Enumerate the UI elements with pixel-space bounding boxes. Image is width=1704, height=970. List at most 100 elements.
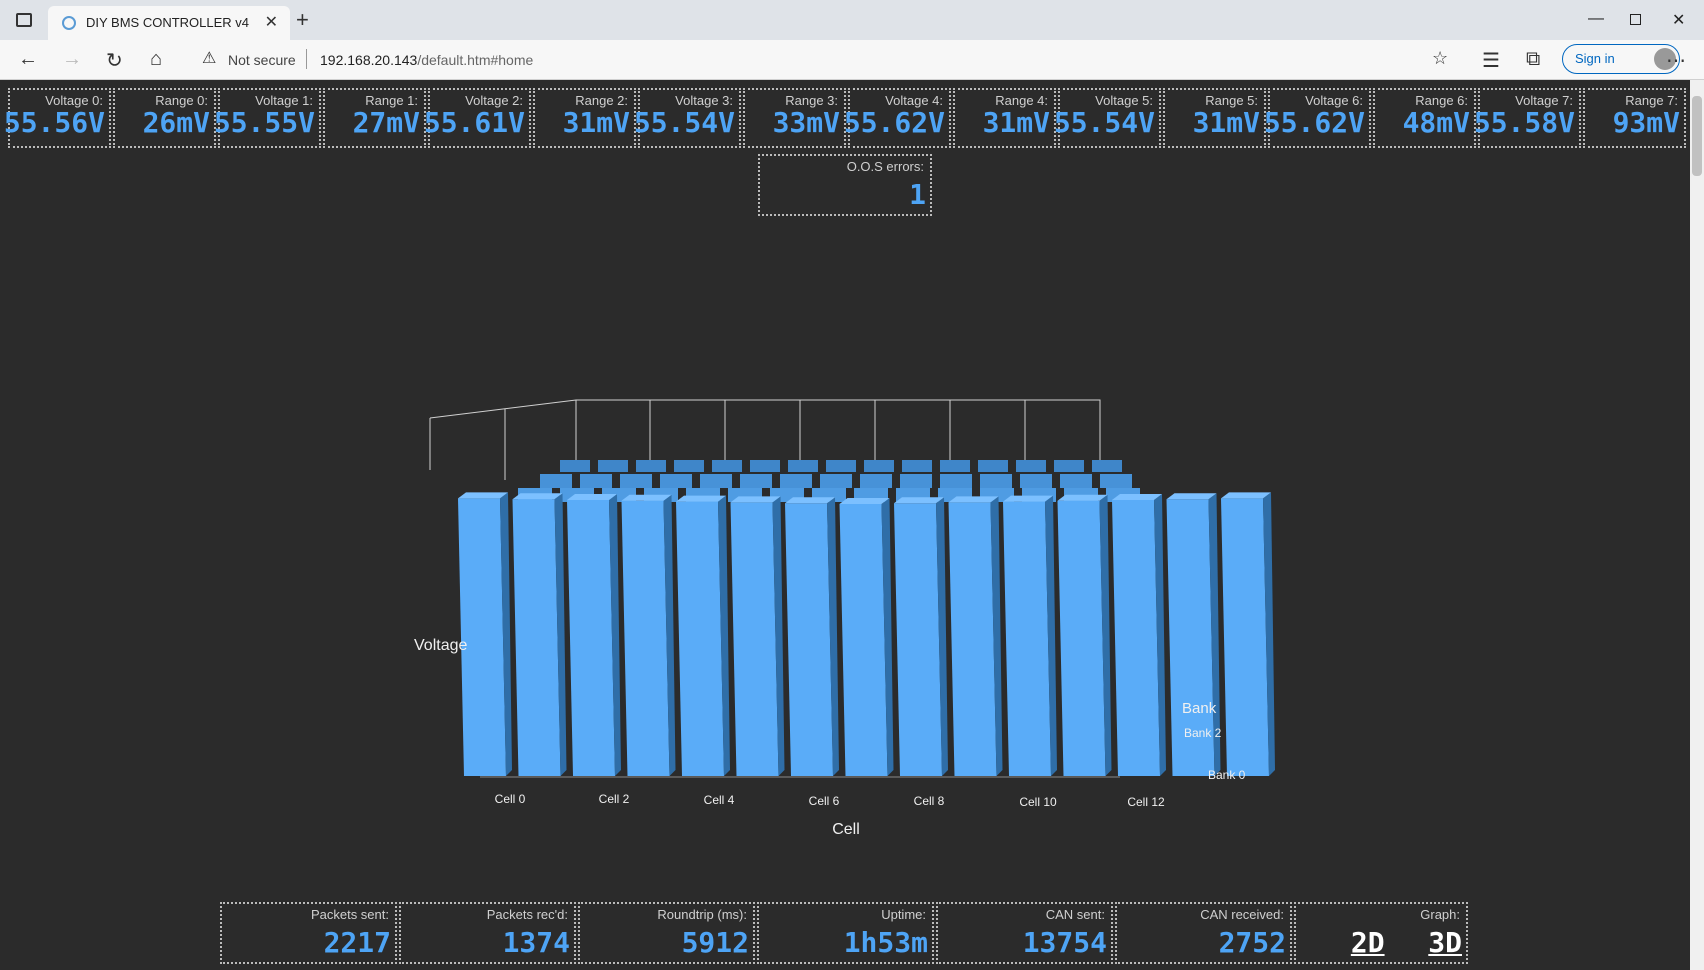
footer-stat-box: Uptime: 1h53m xyxy=(757,902,934,964)
footer-stat-box: Packets rec'd: 1374 xyxy=(399,902,576,964)
graph-label: Graph: xyxy=(1420,907,1460,922)
back-bar xyxy=(1100,474,1132,488)
sign-in-button[interactable]: Sign in xyxy=(1562,44,1680,74)
header-stat-box: Voltage 7: 55.58V xyxy=(1474,88,1581,148)
back-bar xyxy=(1020,474,1052,488)
cell-bar xyxy=(512,499,561,776)
header-stat-label: Voltage 2: xyxy=(465,93,523,108)
header-stat-value: 55.55V xyxy=(213,106,315,139)
tab-bms[interactable]: DIY BMS CONTROLLER v4 ✕ xyxy=(48,6,290,40)
cell-bar-top xyxy=(1221,492,1271,499)
security-status[interactable]: Not secure xyxy=(228,52,296,68)
back-bar xyxy=(560,460,590,472)
back-bar xyxy=(940,474,972,488)
footer-stat-label: Uptime: xyxy=(881,907,926,922)
header-stat-value: 31mV xyxy=(1192,106,1260,139)
back-bar xyxy=(902,460,932,472)
chart-grid xyxy=(429,399,1101,480)
collections-icon[interactable]: ⧉ xyxy=(1526,48,1541,70)
window-close-icon[interactable]: ✕ xyxy=(1672,12,1686,29)
footer-stat-label: Packets rec'd: xyxy=(486,907,568,922)
cell-bar xyxy=(1221,498,1269,776)
cell-bar xyxy=(1057,500,1106,776)
back-bar xyxy=(900,474,932,488)
z-axis-label: Bank xyxy=(1182,700,1217,717)
cell-bar-top xyxy=(1057,494,1108,501)
graph-3d-link[interactable]: 3D xyxy=(1428,926,1462,959)
tab-actions-icon[interactable] xyxy=(16,13,32,27)
tab-title: DIY BMS CONTROLLER v4 xyxy=(86,15,250,30)
cell-bar-top xyxy=(1166,493,1217,500)
header-stat-box: Range 1: 27mV xyxy=(323,88,426,148)
footer-stat-value: 2217 xyxy=(323,926,391,959)
z-tick-label: Bank 0 xyxy=(1208,768,1246,782)
browser-toolbar: ← → ↻ ⌂ ⚠ Not secure 192.168.20.143/defa… xyxy=(0,40,1704,80)
page-scrollbar[interactable] xyxy=(1690,80,1704,970)
tab-close-icon[interactable]: ✕ xyxy=(264,14,278,31)
footer-stat-box: Packets sent: 2217 xyxy=(220,902,397,964)
header-stat-value: 55.61V xyxy=(423,106,525,139)
back-bar xyxy=(860,474,892,488)
back-bar xyxy=(700,474,732,488)
add-favorite-icon[interactable]: ☆ xyxy=(1432,48,1449,68)
back-bar xyxy=(674,460,704,472)
oos-errors-label: O.O.S errors: xyxy=(846,159,924,174)
footer-stat-label: Packets sent: xyxy=(310,907,389,922)
warning-icon[interactable]: ⚠ xyxy=(202,50,217,67)
footer-stat-label: CAN sent: xyxy=(1045,907,1105,922)
back-bar xyxy=(788,460,818,472)
x-tick-labels: Cell 0 Cell 2 Cell 4 Cell 6 Cell 8 Cell 10 Cel… xyxy=(495,792,1165,809)
cell-bar xyxy=(567,500,615,776)
maximize-icon[interactable] xyxy=(1630,14,1641,25)
back-bar xyxy=(620,474,652,488)
chart-axes: Voltage Cell Bank xyxy=(414,637,1217,838)
header-stat-value: 48mV xyxy=(1402,106,1470,139)
more-icon[interactable]: ⋯ xyxy=(1666,50,1686,72)
cell-bar-side xyxy=(1045,495,1057,776)
footer-stat-box: CAN received: 2752 xyxy=(1115,902,1292,964)
cell-bar-top xyxy=(458,492,508,499)
reload-icon[interactable]: ↻ xyxy=(106,50,123,72)
header-stat-box: Range 3: 33mV xyxy=(743,88,846,148)
back-icon[interactable]: ← xyxy=(18,48,38,70)
cell-bar-top xyxy=(621,494,672,501)
header-stat-value: 93mV xyxy=(1612,106,1680,139)
cell-bar-top xyxy=(948,496,999,503)
cell-bar-top xyxy=(676,495,726,502)
new-tab-icon[interactable]: + xyxy=(296,7,309,32)
cell-bar xyxy=(948,502,997,776)
header-stat-box: Voltage 1: 55.55V xyxy=(214,88,321,148)
graph-2d-link[interactable]: 2D xyxy=(1350,926,1385,959)
cell-bar xyxy=(894,503,942,776)
x-tick-label: Cell 6 xyxy=(809,794,840,808)
header-stat-label: Voltage 4: xyxy=(885,93,943,108)
back-bar xyxy=(940,460,970,472)
cell-bar-side xyxy=(1099,494,1112,776)
back-bar xyxy=(712,460,742,472)
url-text[interactable]: 192.168.20.143/default.htm#home xyxy=(320,52,534,68)
scrollbar-thumb[interactable] xyxy=(1692,96,1702,176)
forward-icon[interactable]: → xyxy=(62,48,82,70)
favorites-icon[interactable]: ☰ xyxy=(1482,50,1500,72)
header-stat-value: 26mV xyxy=(142,106,210,139)
cell-bar-side xyxy=(663,494,676,776)
footer-stat-box: CAN sent: 13754 xyxy=(936,902,1113,964)
header-stat-label: Range 5: xyxy=(1205,93,1258,108)
header-stat-label: Range 4: xyxy=(995,93,1048,108)
footer-stat-value: 13754 xyxy=(1022,926,1107,959)
header-stat-label: Range 3: xyxy=(785,93,838,108)
header-stat-value: 27mV xyxy=(352,106,420,139)
header-stat-box: Voltage 3: 55.54V xyxy=(634,88,741,148)
tab-favicon-icon xyxy=(62,16,76,30)
back-bar xyxy=(1054,460,1084,472)
z-tick-label: Bank 2 xyxy=(1184,726,1222,740)
header-stat-box: Voltage 5: 55.54V xyxy=(1054,88,1161,148)
header-stat-value: 31mV xyxy=(982,106,1050,139)
header-stat-value: 55.56V xyxy=(3,106,105,139)
cell-bar-side xyxy=(1154,494,1166,776)
cell-bar-top xyxy=(1112,494,1162,500)
minimize-icon[interactable]: — xyxy=(1588,10,1604,27)
home-icon[interactable]: ⌂ xyxy=(150,48,163,70)
address-bar[interactable]: ⚠ Not secure 192.168.20.143/default.htm#… xyxy=(190,44,1460,75)
cell-bar xyxy=(785,503,833,776)
